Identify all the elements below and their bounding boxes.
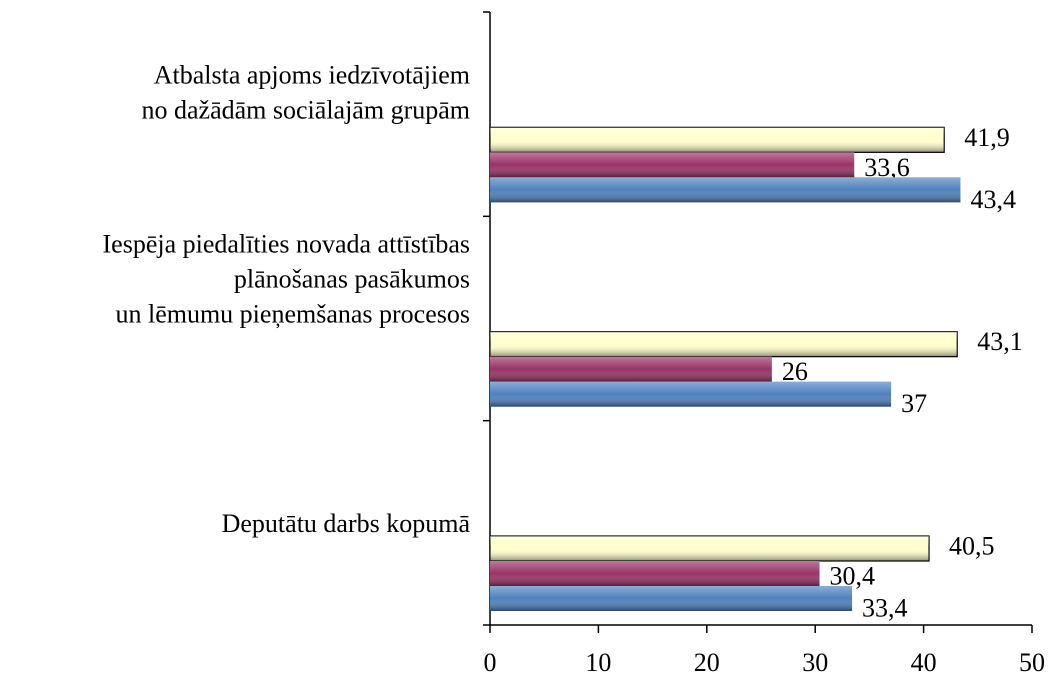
category-label: un lēmumu pieņemšanas procesos [115, 300, 470, 329]
x-tick-label: 40 [911, 648, 937, 673]
value-label: 26 [782, 357, 808, 386]
x-tick-label: 20 [694, 648, 720, 673]
value-label: 43,1 [977, 327, 1023, 356]
value-label: 41,9 [964, 123, 1010, 152]
category-label: Atbalsta apjoms iedzīvotājiem [154, 60, 470, 89]
bar-shade [490, 177, 961, 203]
category-label: Iespēja piedalīties novada attīstības [103, 230, 471, 259]
bar-shade [490, 536, 930, 561]
value-label: 30,4 [830, 561, 876, 590]
bar-shade [490, 356, 772, 382]
x-tick-label: 30 [802, 648, 828, 673]
bar-shade [490, 331, 958, 357]
value-label: 40,5 [949, 531, 995, 560]
value-label: 33,4 [862, 593, 908, 622]
bar-shade [490, 152, 855, 178]
x-tick-label: 10 [585, 648, 611, 673]
bar-shade [490, 561, 820, 586]
x-tick-label: 0 [484, 648, 497, 673]
bar-shade [490, 586, 853, 611]
category-label: Deputātu darbs kopumā [222, 509, 471, 538]
x-tick-label: 50 [1019, 648, 1045, 673]
value-label: 37 [901, 389, 927, 418]
category-label: plānošanas pasākumos [234, 265, 470, 294]
category-label: no dažādām sociālajām grupām [142, 95, 470, 124]
bar-shade [490, 381, 892, 407]
value-label: 33,6 [864, 153, 910, 182]
value-label: 43,4 [970, 185, 1016, 214]
bar-shade [490, 127, 945, 153]
